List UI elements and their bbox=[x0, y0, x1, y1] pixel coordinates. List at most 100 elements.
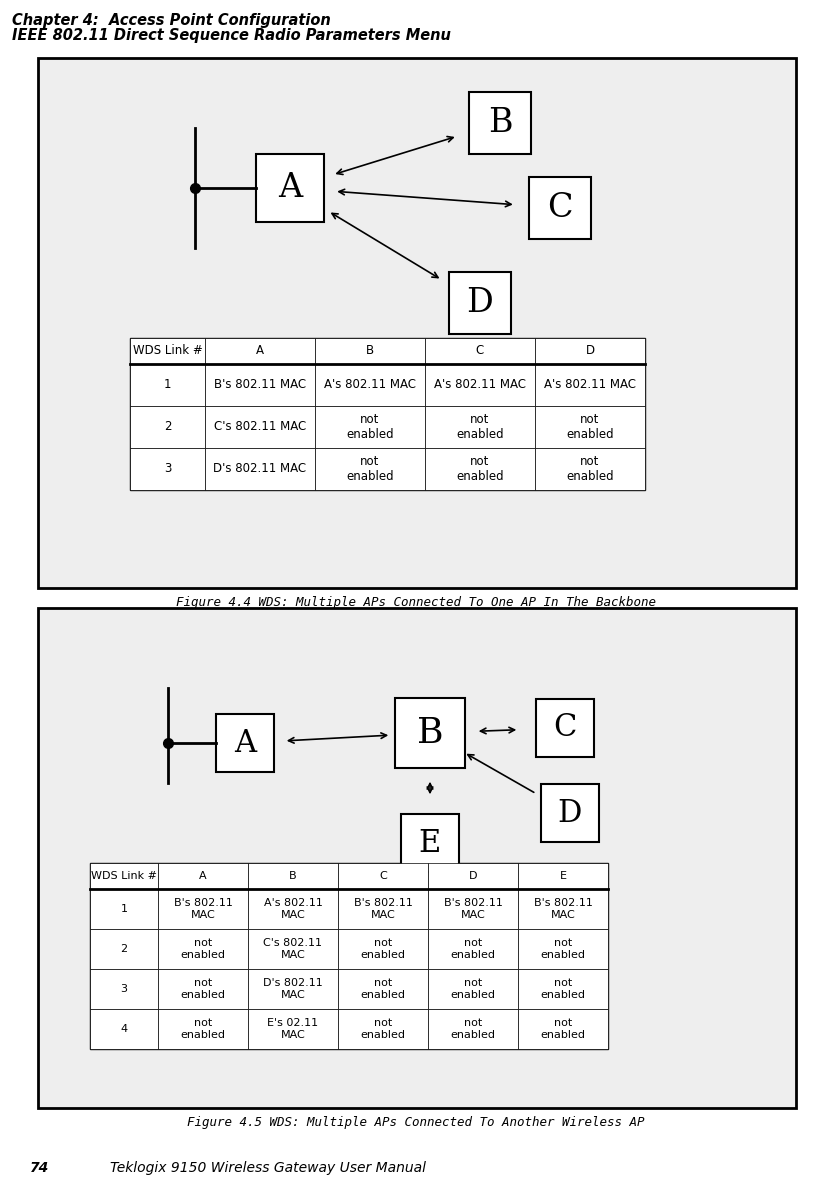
Text: A's 802.11
MAC: A's 802.11 MAC bbox=[263, 898, 322, 920]
Bar bbox=[535, 448, 645, 490]
Text: B: B bbox=[366, 345, 374, 357]
Text: E: E bbox=[560, 871, 566, 881]
Text: not
enabled: not enabled bbox=[347, 413, 394, 441]
Bar bbox=[130, 338, 205, 364]
Text: not
enabled: not enabled bbox=[181, 1018, 226, 1040]
Bar bbox=[248, 889, 338, 928]
Text: B's 802.11
MAC: B's 802.11 MAC bbox=[353, 898, 412, 920]
Bar bbox=[315, 338, 425, 364]
Text: WDS Link #: WDS Link # bbox=[91, 871, 157, 881]
Text: 2: 2 bbox=[164, 420, 172, 434]
Bar bbox=[158, 889, 248, 928]
Text: D's 802.11
MAC: D's 802.11 MAC bbox=[263, 979, 323, 1000]
Bar bbox=[130, 364, 205, 406]
Bar bbox=[428, 863, 518, 889]
Bar bbox=[338, 1009, 428, 1049]
Text: A: A bbox=[199, 871, 207, 881]
Bar bbox=[130, 338, 645, 490]
Text: not
enabled: not enabled bbox=[456, 455, 504, 483]
Bar bbox=[158, 863, 248, 889]
Bar bbox=[428, 889, 518, 928]
Text: not
enabled: not enabled bbox=[361, 979, 406, 1000]
Bar bbox=[130, 406, 205, 448]
Bar bbox=[401, 813, 459, 872]
Text: not
enabled: not enabled bbox=[181, 938, 226, 960]
Bar bbox=[338, 863, 428, 889]
Bar bbox=[425, 406, 535, 448]
Bar bbox=[38, 609, 796, 1108]
Text: 3: 3 bbox=[164, 462, 172, 476]
Text: not
enabled: not enabled bbox=[451, 1018, 496, 1040]
Bar bbox=[425, 364, 535, 406]
Text: A's 802.11 MAC: A's 802.11 MAC bbox=[544, 379, 636, 392]
Bar bbox=[90, 1009, 158, 1049]
Text: 4: 4 bbox=[121, 1024, 127, 1034]
Text: Chapter 4:  Access Point Configuration: Chapter 4: Access Point Configuration bbox=[12, 13, 331, 28]
Bar bbox=[425, 448, 535, 490]
Bar bbox=[428, 1009, 518, 1049]
Text: not
enabled: not enabled bbox=[361, 1018, 406, 1040]
Text: E's 02.11
MAC: E's 02.11 MAC bbox=[267, 1018, 318, 1040]
Bar bbox=[541, 783, 599, 842]
Text: not
enabled: not enabled bbox=[541, 938, 586, 960]
Text: not
enabled: not enabled bbox=[566, 413, 614, 441]
Text: not
enabled: not enabled bbox=[541, 979, 586, 1000]
Bar bbox=[518, 889, 608, 928]
Text: C: C bbox=[547, 192, 573, 224]
Text: C: C bbox=[379, 871, 387, 881]
Bar bbox=[315, 406, 425, 448]
Bar bbox=[518, 863, 608, 889]
Bar bbox=[338, 969, 428, 1009]
Text: A: A bbox=[234, 727, 256, 758]
Bar bbox=[158, 928, 248, 969]
Text: IEEE 802.11 Direct Sequence Radio Parameters Menu: IEEE 802.11 Direct Sequence Radio Parame… bbox=[12, 28, 451, 43]
Bar bbox=[216, 714, 274, 772]
Text: 1: 1 bbox=[121, 904, 127, 914]
Bar bbox=[158, 1009, 248, 1049]
Text: D: D bbox=[469, 871, 477, 881]
Text: B: B bbox=[416, 716, 443, 750]
Bar bbox=[90, 863, 608, 1049]
Bar bbox=[315, 364, 425, 406]
Bar bbox=[90, 969, 158, 1009]
Bar bbox=[90, 863, 158, 889]
Bar bbox=[518, 1009, 608, 1049]
Text: not
enabled: not enabled bbox=[456, 413, 504, 441]
Bar bbox=[518, 969, 608, 1009]
Bar bbox=[315, 448, 425, 490]
Text: C: C bbox=[553, 713, 576, 744]
Bar bbox=[518, 928, 608, 969]
Bar bbox=[205, 338, 315, 364]
Bar bbox=[395, 698, 465, 768]
Bar bbox=[256, 155, 324, 222]
Bar bbox=[90, 928, 158, 969]
Text: B's 802.11
MAC: B's 802.11 MAC bbox=[443, 898, 502, 920]
Bar bbox=[158, 969, 248, 1009]
Bar bbox=[130, 448, 205, 490]
Text: 74: 74 bbox=[30, 1161, 49, 1175]
Text: C: C bbox=[476, 345, 484, 357]
Text: B: B bbox=[289, 871, 297, 881]
Text: D: D bbox=[466, 288, 493, 319]
Bar bbox=[205, 406, 315, 448]
Text: C's 802.11
MAC: C's 802.11 MAC bbox=[263, 938, 322, 960]
Text: A's 802.11 MAC: A's 802.11 MAC bbox=[434, 379, 526, 392]
Bar bbox=[248, 863, 338, 889]
Bar bbox=[248, 969, 338, 1009]
Text: A: A bbox=[256, 345, 264, 357]
Bar bbox=[428, 928, 518, 969]
Text: Figure 4.4 WDS: Multiple APs Connected To One AP In The Backbone: Figure 4.4 WDS: Multiple APs Connected T… bbox=[176, 595, 656, 609]
Text: E: E bbox=[419, 828, 441, 859]
Text: D: D bbox=[558, 798, 582, 829]
Text: D: D bbox=[586, 345, 595, 357]
Text: A: A bbox=[278, 173, 302, 204]
Text: WDS Link #: WDS Link # bbox=[132, 345, 202, 357]
Text: B's 802.11 MAC: B's 802.11 MAC bbox=[214, 379, 306, 392]
Text: not
enabled: not enabled bbox=[566, 455, 614, 483]
Text: B's 802.11
MAC: B's 802.11 MAC bbox=[534, 898, 592, 920]
Text: not
enabled: not enabled bbox=[451, 938, 496, 960]
Bar bbox=[535, 406, 645, 448]
Bar bbox=[425, 338, 535, 364]
Text: not
enabled: not enabled bbox=[347, 455, 394, 483]
Text: A's 802.11 MAC: A's 802.11 MAC bbox=[324, 379, 416, 392]
